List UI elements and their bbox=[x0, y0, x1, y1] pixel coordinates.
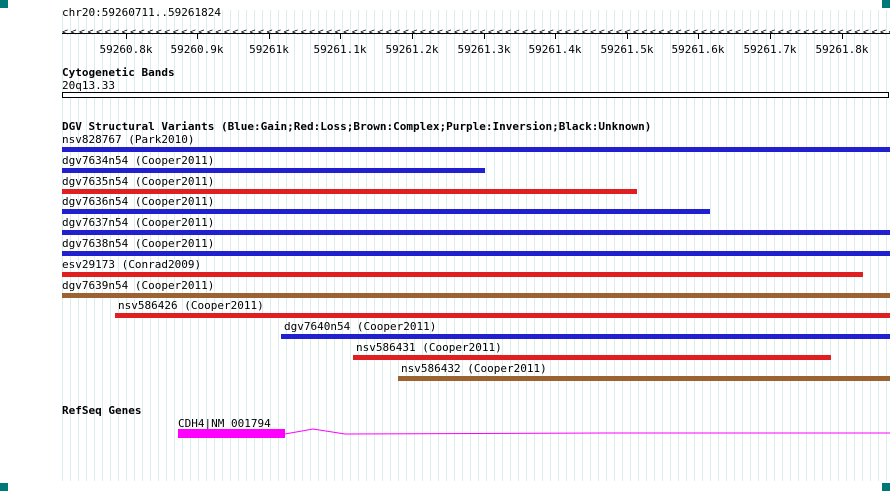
variant-label-dgv7636n54: dgv7636n54 (Cooper2011) bbox=[62, 195, 215, 209]
ruler-tick bbox=[412, 34, 413, 39]
variant-label-dgv7639n54: dgv7639n54 (Cooper2011) bbox=[62, 278, 215, 292]
variant-label-esv29173: esv29173 (Conrad2009) bbox=[62, 257, 202, 271]
variant-bar-nsv586426[interactable] bbox=[115, 313, 890, 319]
variant-bar-nsv828767[interactable] bbox=[62, 147, 890, 152]
ruler-tick bbox=[340, 34, 341, 39]
ruler-tick bbox=[770, 34, 771, 39]
ruler-tick-label: 59261.1k bbox=[313, 43, 367, 56]
dgv-section-title: DGV Structural Variants (Blue:Gain;Red:L… bbox=[62, 120, 652, 133]
variant-label-dgv7634n54: dgv7634n54 (Cooper2011) bbox=[62, 153, 215, 167]
ruler-tick bbox=[197, 34, 198, 39]
variant-label-dgv7635n54: dgv7635n54 (Cooper2011) bbox=[62, 174, 215, 188]
variant-label-nsv586426: nsv586426 (Cooper2011) bbox=[118, 299, 264, 313]
variant-bar-nsv586431[interactable] bbox=[353, 355, 831, 360]
ruler-direction-arrows: <<<<<<<<<<<<<<<<<<<<<<<<<<<<<<<<<<<<<<<<… bbox=[62, 27, 890, 38]
ruler-tick-label: 59261.5k bbox=[600, 43, 654, 56]
ruler-tick-label: 59261.8k bbox=[815, 43, 869, 56]
corner-mark-bottom-left bbox=[0, 483, 8, 491]
ruler-tick-label: 59261.4k bbox=[528, 43, 582, 56]
variant-bar-esv29173[interactable] bbox=[62, 271, 863, 277]
variant-label-dgv7640n54: dgv7640n54 (Cooper2011) bbox=[284, 320, 437, 334]
region-coordinates-label: chr20:59260711..59261824 bbox=[62, 6, 221, 19]
variant-label-dgv7638n54: dgv7638n54 (Cooper2011) bbox=[62, 237, 215, 250]
variant-label-nsv586431: nsv586431 (Cooper2011) bbox=[356, 341, 502, 354]
variant-label-dgv7637n54: dgv7637n54 (Cooper2011) bbox=[62, 216, 215, 230]
cytogenetic-section-title: Cytogenetic Bands bbox=[62, 66, 175, 79]
ruler-tick-label: 59261k bbox=[249, 43, 289, 56]
ruler-tick bbox=[126, 34, 127, 39]
ruler-tick-label: 59260.9k bbox=[170, 43, 224, 56]
gene-intron-line bbox=[285, 428, 890, 435]
refseq-section-title: RefSeq Genes bbox=[62, 404, 142, 417]
variant-bar-dgv7638n54[interactable] bbox=[62, 251, 890, 256]
variant-bar-dgv7637n54[interactable] bbox=[62, 230, 890, 236]
variant-label-nsv586432: nsv586432 (Cooper2011) bbox=[401, 361, 547, 375]
ruler-tick-label: 59260.8k bbox=[99, 43, 153, 56]
variant-bar-dgv7639n54[interactable] bbox=[62, 292, 890, 298]
ruler-tick bbox=[484, 34, 485, 39]
ruler-tick-label: 59261.6k bbox=[671, 43, 725, 56]
cytoband-glyph[interactable] bbox=[62, 92, 889, 98]
variant-label-nsv828767: nsv828767 (Park2010) bbox=[62, 133, 195, 146]
corner-mark-top-left bbox=[0, 0, 8, 8]
gene-exon-glyph[interactable] bbox=[178, 429, 285, 438]
ruler-tick bbox=[627, 34, 628, 39]
ruler-line bbox=[62, 33, 890, 34]
variant-bar-dgv7634n54[interactable] bbox=[62, 167, 485, 173]
variant-bar-dgv7636n54[interactable] bbox=[62, 209, 710, 215]
variant-bar-dgv7635n54[interactable] bbox=[62, 188, 637, 194]
ruler-tick bbox=[555, 34, 556, 39]
ruler-tick-label: 59261.3k bbox=[457, 43, 511, 56]
corner-mark-bottom-right bbox=[882, 483, 890, 491]
corner-mark-top-right bbox=[882, 0, 890, 8]
variant-bar-dgv7640n54[interactable] bbox=[281, 334, 890, 340]
gene-label: CDH4|NM_001794 bbox=[178, 417, 271, 430]
cytoband-label: 20q13.33 bbox=[62, 79, 115, 92]
variant-bar-nsv586432[interactable] bbox=[398, 375, 890, 381]
ruler-tick-label: 59261.2k bbox=[385, 43, 439, 56]
ruler-tick bbox=[698, 34, 699, 39]
ruler-tick bbox=[269, 34, 270, 39]
ruler-tick-label: 59261.7k bbox=[743, 43, 797, 56]
ruler-tick bbox=[842, 34, 843, 39]
